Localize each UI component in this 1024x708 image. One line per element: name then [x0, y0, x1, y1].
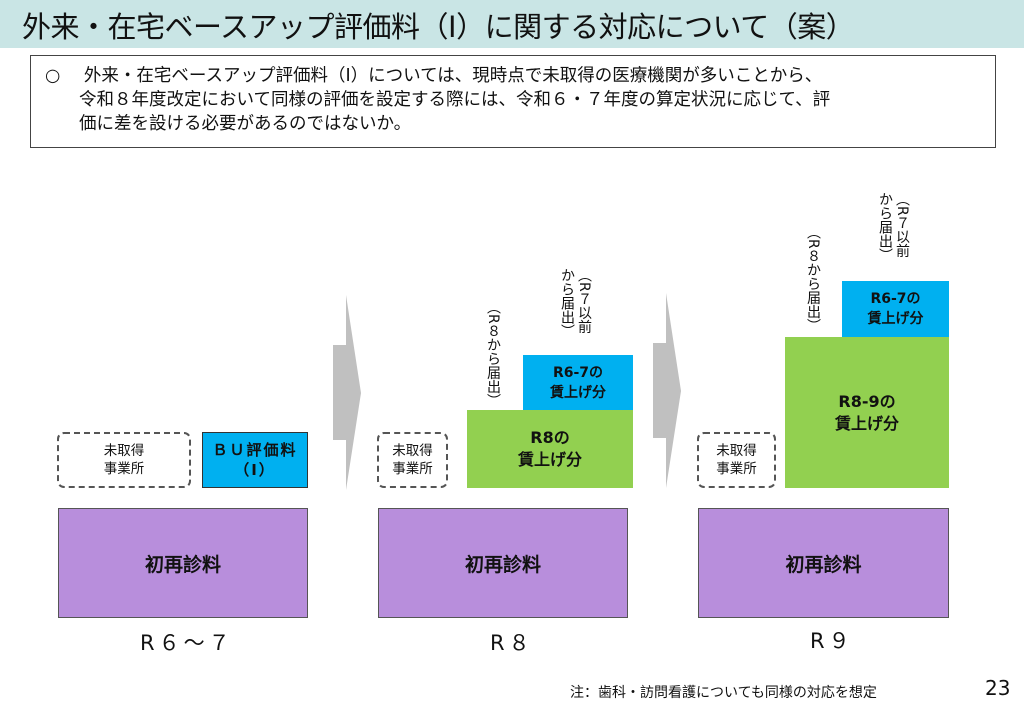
- footer-note: 注：歯科・訪問看護についても同様の対応を想定: [570, 685, 877, 701]
- base-fee-box: 初再診料: [58, 508, 308, 618]
- new-filing-note: （R８から届出）: [805, 225, 821, 333]
- page-number: 23: [985, 676, 1011, 700]
- old-filing-note: （R７以前 から届出）: [877, 192, 910, 262]
- note-line-1: 外来・在宅ベースアップ評価料（Ⅰ）については、現時点で未取得の医療機関が多いこと…: [83, 66, 823, 86]
- new-filing-note: （R８から届出）: [485, 300, 501, 408]
- period-label: R６〜７: [140, 631, 234, 655]
- note-line-3: 価に差を設ける必要があるのではないか。: [79, 114, 412, 134]
- r8-raise-box: R8の 賃上げ分: [467, 410, 633, 488]
- old-filing-note: （R７以前 から届出）: [559, 268, 592, 338]
- unacquired-box: 未取得 事業所: [377, 432, 448, 488]
- bullet-icon: ○: [45, 66, 61, 86]
- unacquired-box: 未取得 事業所: [57, 432, 191, 488]
- r6-7-raise-box: R6-7の 賃上げ分: [523, 355, 633, 410]
- note-line-2: 令和８年度改定において同様の評価を設定する際には、令和６・７年度の算定状況に応じ…: [79, 90, 831, 110]
- title-band: [0, 0, 1024, 48]
- unacquired-box: 未取得 事業所: [697, 432, 776, 488]
- page-title: 外来・在宅ベースアップ評価料（Ⅰ）に関する対応について（案）: [22, 10, 855, 44]
- bu-fee-box: ＢＵ評価料 （Ⅰ）: [202, 432, 308, 488]
- base-fee-box: 初再診料: [378, 508, 628, 618]
- base-fee-box: 初再診料: [698, 508, 949, 618]
- r8-9-raise-box: R8-9の 賃上げ分: [785, 337, 949, 488]
- summary-box: ○ 外来・在宅ベースアップ評価料（Ⅰ）については、現時点で未取得の医療機関が多い…: [30, 55, 996, 148]
- arrow-right-icon: [653, 293, 681, 488]
- period-label: R８: [490, 631, 534, 655]
- r6-7-raise-box: R6-7の 賃上げ分: [842, 281, 949, 337]
- period-label: R９: [810, 629, 854, 653]
- arrow-right-icon: [333, 295, 361, 490]
